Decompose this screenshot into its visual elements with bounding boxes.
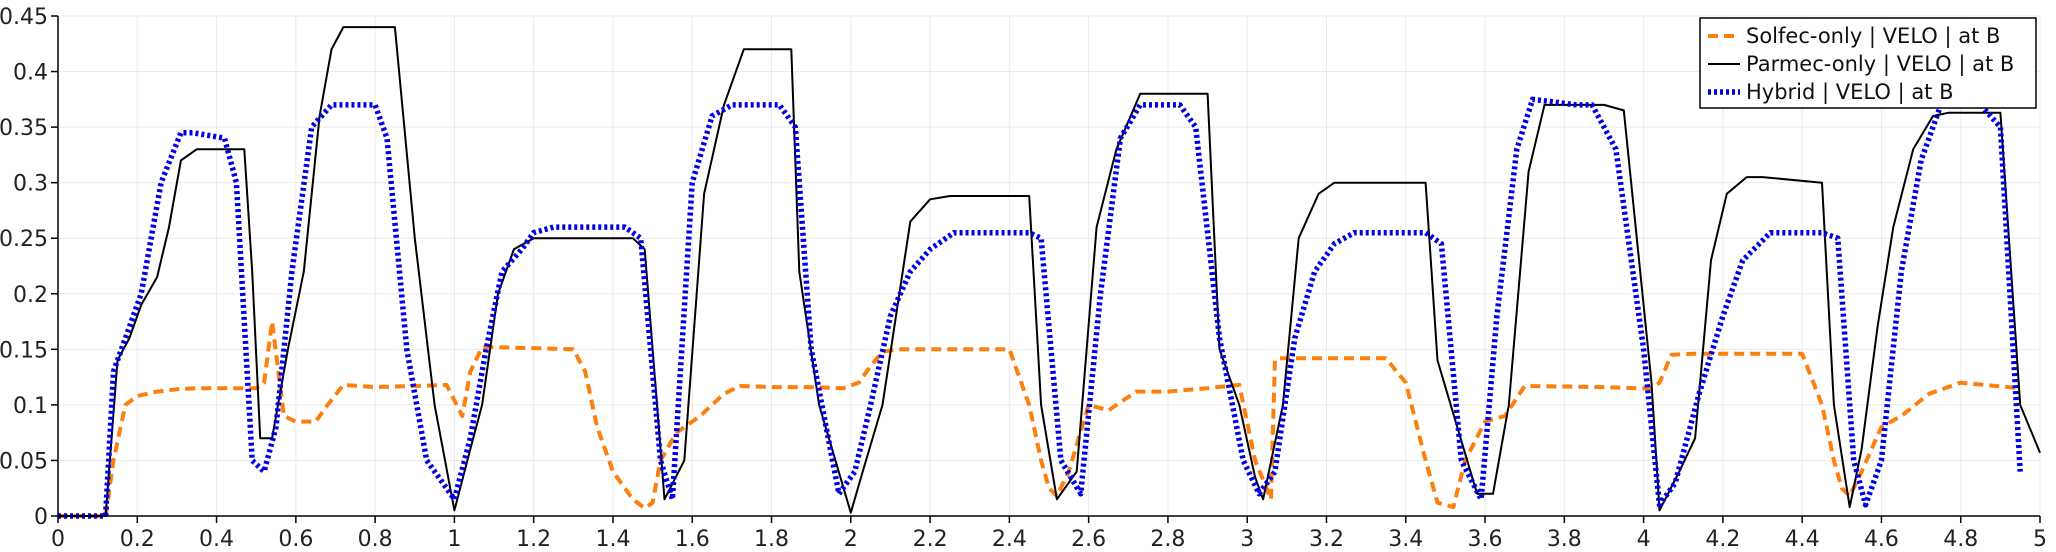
x-tick-label: 4.8 (1943, 527, 1978, 552)
x-tick-label: 0 (51, 527, 65, 552)
x-tick-label: 3 (1240, 527, 1254, 552)
x-tick-label: 5 (2033, 527, 2047, 552)
x-tick-label: 3.6 (1468, 527, 1503, 552)
x-tick-label: 3.8 (1547, 527, 1582, 552)
x-tick-label: 2.8 (1150, 527, 1185, 552)
y-tick-label: 0.45 (0, 5, 48, 30)
x-tick-label: 1.6 (675, 527, 710, 552)
series-line-2 (58, 96, 2023, 519)
y-tick-label: 0.35 (0, 116, 48, 141)
y-tick-label: 0.15 (0, 338, 48, 363)
axes: 0 0.2 0.4 0.6 0.8 1 1.2 1.4 1.6 1.8 2 2.2 2.4 2.6 2.8 3… (0, 5, 2047, 552)
x-tick-label: 4.4 (1785, 527, 1820, 552)
y-tick-label: 0.25 (0, 227, 48, 252)
x-tick-label: 0.2 (120, 527, 155, 552)
x-tick-label: 1 (447, 527, 461, 552)
x-tick-label: 2 (844, 527, 858, 552)
legend-label-2: Hybrid | VELO | at B (1746, 80, 1954, 105)
x-tick-label: 1.2 (516, 527, 551, 552)
y-tick-label: 0.3 (13, 172, 48, 197)
series-line-0 (58, 319, 2021, 518)
x-tick-label: 0.8 (358, 527, 393, 552)
legend-label-1: Parmec-only | VELO | at B (1746, 52, 2014, 77)
x-tick-label: 1.8 (754, 527, 789, 552)
y-tick-label: 0.2 (13, 283, 48, 308)
y-tick-label: 0 (34, 505, 48, 530)
legend-label-0: Solfec-only | VELO | at B (1746, 24, 2000, 49)
y-tick-label: 0.05 (0, 449, 48, 474)
y-tick-label: 0.1 (13, 394, 48, 419)
x-tick-label: 3.4 (1388, 527, 1423, 552)
series-lines (58, 26, 2041, 519)
x-tick-label: 2.2 (913, 527, 948, 552)
x-tick-label: 4.2 (1705, 527, 1740, 552)
x-tick-label: 1.4 (595, 527, 630, 552)
legend: Solfec-only | VELO | at B Parmec-only | V… (1699, 17, 2037, 109)
x-tick-label: 0.6 (278, 527, 313, 552)
series-line-1 (58, 26, 2041, 517)
y-tick-label: 0.4 (13, 61, 48, 86)
legend-box (1699, 17, 2037, 109)
x-tick-label: 4 (1637, 527, 1651, 552)
x-tick-label: 3.2 (1309, 527, 1344, 552)
x-tick-label: 4.6 (1864, 527, 1899, 552)
x-tick-label: 0.4 (199, 527, 234, 552)
x-tick-label: 2.6 (1071, 527, 1106, 552)
x-tick-label: 2.4 (992, 527, 1027, 552)
